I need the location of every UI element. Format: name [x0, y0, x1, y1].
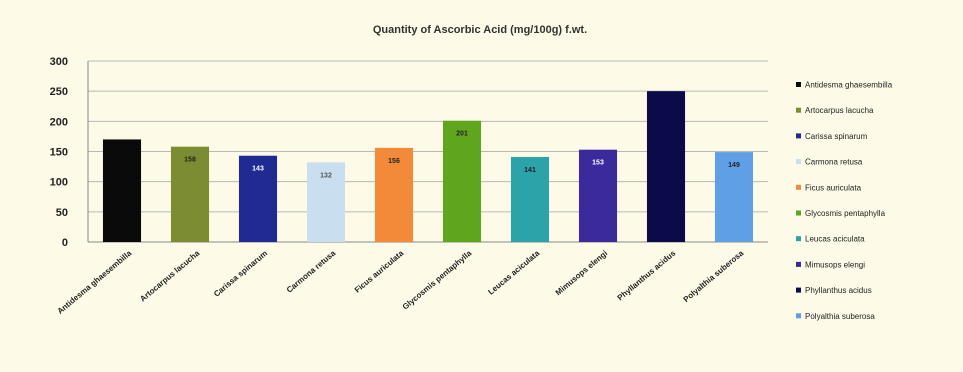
- y-tick-label: 50: [56, 207, 68, 219]
- x-tick-label: Carmona retusa: [285, 248, 338, 294]
- legend-item: Leucas aciculata: [796, 235, 865, 244]
- bar: [714, 152, 754, 242]
- legend-item: Ficus auriculata: [796, 183, 862, 192]
- y-tick-label: 300: [50, 56, 68, 68]
- x-tick-label: Mimusops elengi: [554, 249, 610, 298]
- legend-item: Mimusops elengi: [796, 260, 865, 269]
- bars: [102, 91, 754, 243]
- bar: [646, 91, 686, 243]
- legend-item: Antidesma ghaesembilla: [796, 81, 893, 90]
- legend-label: Carissa spinarum: [805, 132, 868, 141]
- x-tick-label: Ficus auriculata: [353, 248, 406, 294]
- legend-item: Glycosmis pentaphylla: [796, 209, 886, 218]
- legend-label: Carmona retusa: [805, 158, 863, 167]
- bar: [102, 139, 142, 242]
- legend-swatch: [796, 287, 801, 293]
- y-tick-label: 200: [50, 116, 68, 128]
- legend-swatch: [796, 133, 801, 139]
- legend-swatch: [796, 210, 801, 216]
- legend-label: Polyalthia suberosa: [805, 312, 875, 321]
- data-label: 201: [456, 131, 468, 138]
- bar: [306, 162, 346, 242]
- legend-swatch: [796, 236, 801, 242]
- legend-label: Phyllanthus acidus: [805, 286, 872, 295]
- y-tick-label: 100: [50, 177, 68, 189]
- x-tick-label: Phyllanthus acidus: [616, 248, 678, 302]
- x-tick-label: Antidesma ghaesembilla: [56, 248, 134, 316]
- legend-label: Leucas aciculata: [805, 235, 865, 244]
- legend: Antidesma ghaesembilla Artocarpus lacucha…: [796, 81, 893, 321]
- data-label: 153: [592, 160, 604, 167]
- x-tick-label: Artocarpus lacucha: [138, 248, 201, 303]
- data-label: 149: [728, 162, 740, 169]
- x-tick-label: Carissa spinarum: [212, 249, 269, 299]
- bar: [238, 155, 278, 242]
- legend-label: Glycosmis pentaphylla: [805, 209, 886, 218]
- y-tick-label: 250: [50, 86, 68, 98]
- bar: [374, 147, 414, 242]
- data-label: 158: [184, 157, 196, 164]
- legend-swatch: [796, 261, 801, 267]
- x-tick-label: Polyalthia suberosa: [682, 248, 746, 304]
- legend-label: Antidesma ghaesembilla: [805, 81, 893, 90]
- legend-label: Mimusops elengi: [805, 260, 865, 269]
- legend-swatch: [796, 184, 801, 190]
- y-tick-label: 0: [62, 237, 68, 249]
- legend-item: Carissa spinarum: [796, 132, 868, 141]
- chart-title: Quantity of Ascorbic Acid (mg/100g) f.wt…: [373, 24, 587, 36]
- y-axis: 0 50 100 150 200 250 300: [50, 56, 768, 249]
- data-label: 132: [320, 172, 332, 179]
- bar: [170, 146, 210, 242]
- legend-item: Carmona retusa: [796, 158, 863, 167]
- legend-swatch: [796, 82, 801, 87]
- data-label: 141: [524, 167, 536, 174]
- legend-item: Artocarpus lacucha: [796, 106, 874, 115]
- legend-item: Polyalthia suberosa: [796, 312, 875, 321]
- y-tick-label: 150: [50, 147, 68, 159]
- legend-swatch: [796, 159, 801, 165]
- legend-swatch: [796, 107, 801, 113]
- data-labels: 158 143 132 156 201 141 153 149: [184, 131, 740, 180]
- x-tick-label: Glycosmis pentaphylla: [401, 248, 474, 311]
- bar: [510, 156, 550, 242]
- data-label: 143: [252, 166, 264, 173]
- x-axis-labels: Antidesma ghaesembilla Artocarpus lacucha…: [56, 248, 746, 316]
- bar: [578, 149, 618, 242]
- data-label: 156: [388, 158, 400, 165]
- legend-label: Artocarpus lacucha: [805, 106, 874, 115]
- x-tick-label: Leucas aciculata: [486, 248, 541, 296]
- legend-swatch: [796, 313, 801, 319]
- bar: [442, 120, 482, 242]
- legend-item: Phyllanthus acidus: [796, 286, 872, 295]
- legend-label: Ficus auriculata: [805, 183, 862, 192]
